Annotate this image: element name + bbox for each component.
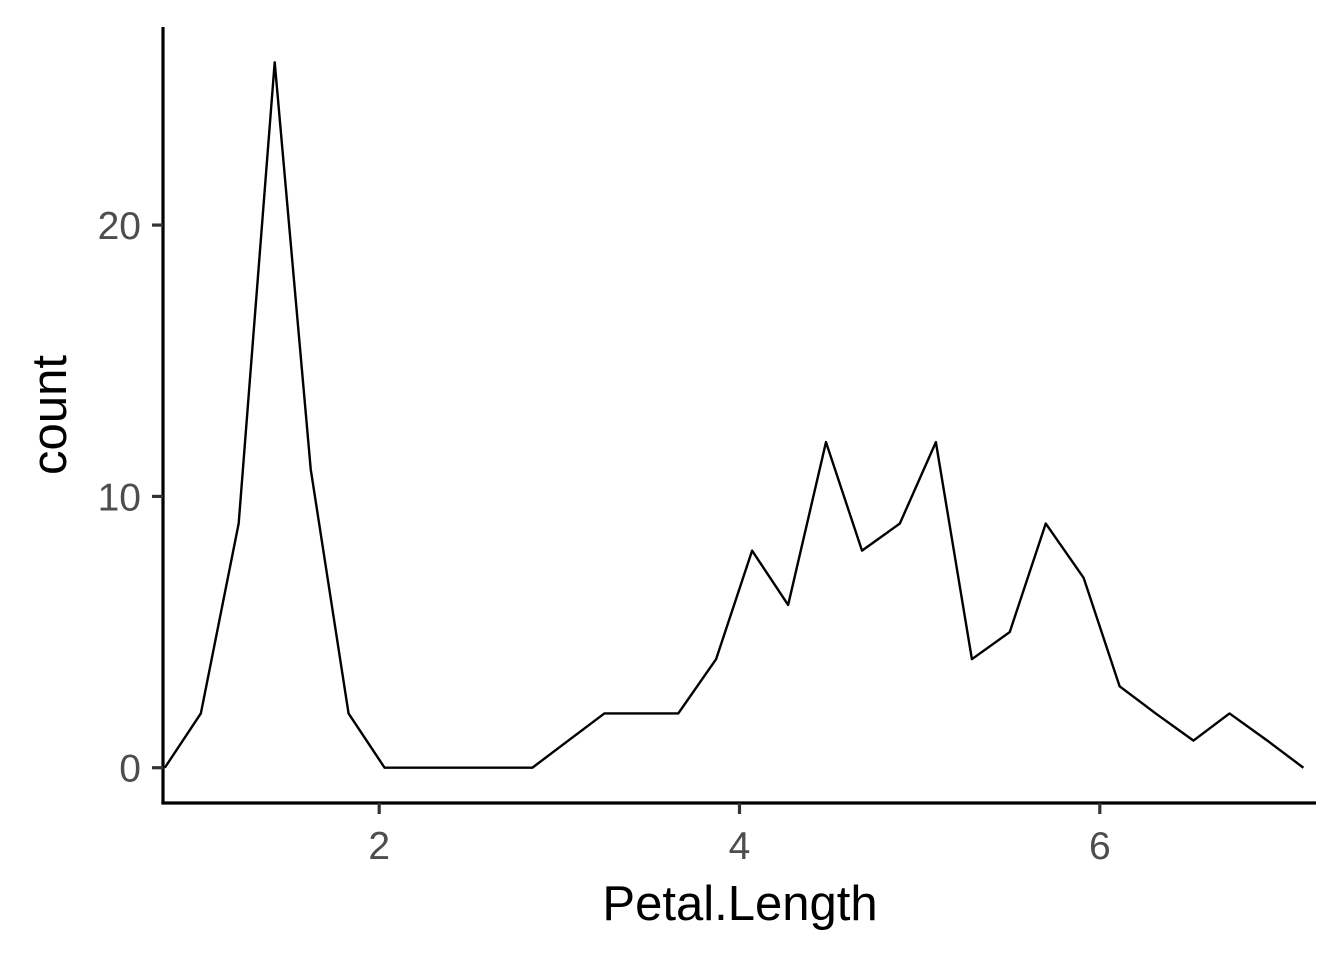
y-tick-label: 0 (119, 748, 141, 791)
y-tick-label: 10 (98, 476, 141, 519)
x-tick-label: 4 (729, 825, 751, 868)
x-axis-ticks: 2 4 6 (368, 803, 1111, 868)
x-tick-label: 2 (368, 825, 390, 868)
plot-area (163, 61, 1305, 769)
y-tick-label: 20 (98, 205, 141, 248)
series-line-0 (163, 61, 1305, 769)
y-axis-title: count (23, 355, 77, 475)
x-axis-title: Petal.Length (602, 877, 877, 931)
x-tick-label: 6 (1089, 825, 1111, 868)
y-axis-ticks: 0 10 20 (98, 205, 163, 791)
